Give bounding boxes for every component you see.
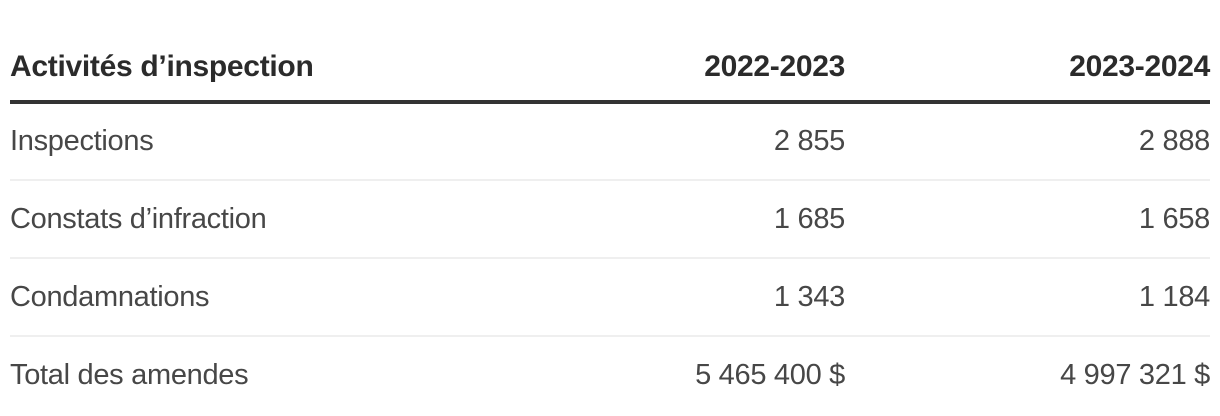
inspection-activities-table: Activités d’inspection 2022-2023 2023-20… bbox=[10, 0, 1210, 414]
table-row-condamnations: Condamnations 1 343 1 184 bbox=[10, 258, 1210, 337]
column-header-2022-2023: 2022-2023 bbox=[485, 0, 845, 104]
row-value-2022-2023: 1 685 bbox=[485, 180, 845, 259]
row-value-2023-2024: 4 997 321 $ bbox=[1060, 359, 1210, 391]
row-label: Condamnations bbox=[10, 258, 485, 337]
row-value-2022-2023: 1 343 bbox=[485, 258, 845, 337]
table-header-row: Activités d’inspection 2022-2023 2023-20… bbox=[10, 0, 1210, 104]
row-label: Inspections bbox=[10, 102, 485, 181]
row-label: Constats d’infraction bbox=[10, 180, 485, 259]
row-value-2023-2024: 1 184 bbox=[845, 258, 1210, 337]
column-header-2023-2024: 2023-2024 bbox=[845, 0, 1210, 104]
row-value-2023-2024: 2 888 bbox=[845, 102, 1210, 181]
row-label: Total des amendes bbox=[10, 359, 249, 391]
row-value-2023-2024: 1 658 bbox=[845, 180, 1210, 259]
table-row-inspections: Inspections 2 855 2 888 bbox=[10, 102, 1210, 181]
table-row-total-amendes: Total des amendes 5 465 400 $ 4 997 321 … bbox=[10, 336, 1210, 414]
table-row-constats-infraction: Constats d’infraction 1 685 1 658 bbox=[10, 180, 1210, 259]
row-value-2022-2023: 2 855 bbox=[485, 102, 845, 181]
row-value-2022-2023: 5 465 400 $ bbox=[695, 359, 845, 391]
table-title: Activités d’inspection bbox=[10, 0, 485, 104]
